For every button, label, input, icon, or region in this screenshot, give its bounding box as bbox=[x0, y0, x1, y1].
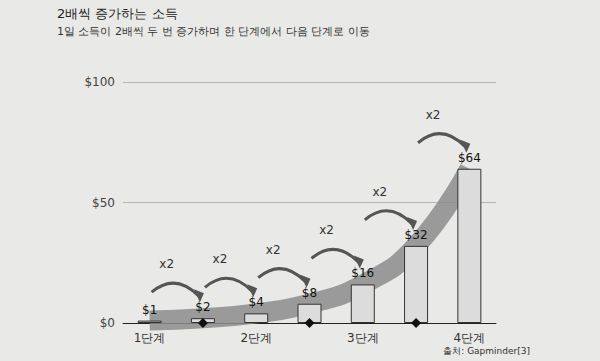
svg-text:$4: $4 bbox=[249, 295, 264, 309]
svg-text:4단계: 4단계 bbox=[454, 331, 486, 345]
svg-text:x2: x2 bbox=[159, 257, 174, 271]
svg-text:x2: x2 bbox=[372, 185, 387, 199]
svg-text:$1: $1 bbox=[142, 303, 157, 317]
svg-text:x2: x2 bbox=[426, 108, 441, 122]
svg-text:x2: x2 bbox=[266, 243, 281, 257]
svg-text:$50: $50 bbox=[92, 196, 115, 210]
svg-text:x2: x2 bbox=[319, 223, 334, 237]
svg-text:$2: $2 bbox=[195, 300, 210, 314]
svg-text:$100: $100 bbox=[84, 75, 115, 89]
svg-text:$32: $32 bbox=[405, 228, 428, 242]
svg-text:3단계: 3단계 bbox=[347, 331, 379, 345]
svg-text:1일 소득이 2배씩 두 번 증가하며 한 단계에서 다음: 1일 소득이 2배씩 두 번 증가하며 한 단계에서 다음 단계로 이동 bbox=[57, 25, 370, 38]
svg-text:$64: $64 bbox=[458, 151, 481, 165]
svg-text:출처: Gapminder[3]: 출처: Gapminder[3] bbox=[443, 346, 530, 356]
svg-text:$16: $16 bbox=[351, 266, 374, 280]
svg-text:$8: $8 bbox=[302, 286, 317, 300]
svg-text:$0: $0 bbox=[100, 316, 115, 330]
svg-text:2단계: 2단계 bbox=[240, 331, 272, 345]
svg-text:x2: x2 bbox=[213, 252, 228, 266]
svg-text:1단계: 1단계 bbox=[134, 331, 166, 345]
svg-text:2배씩 증가하는 소득: 2배씩 증가하는 소득 bbox=[57, 6, 178, 21]
